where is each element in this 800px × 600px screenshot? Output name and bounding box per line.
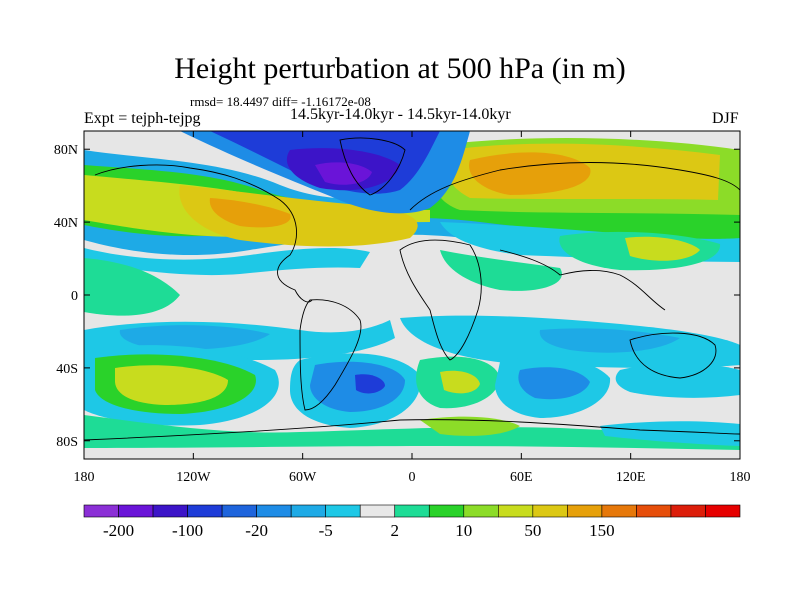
coastline-south-asia — [499, 249, 666, 311]
southern-ocean-yellow — [420, 416, 520, 436]
coastline-eurasia — [409, 162, 740, 211]
colorbar-label: -200 — [103, 521, 134, 540]
colorbar-swatch — [428, 504, 465, 518]
x-tick-label: 180 — [730, 470, 751, 485]
figure-title: Height perturbation at 500 hPa (in m) — [174, 52, 626, 85]
season-label: DJF — [712, 110, 739, 127]
longitude-axis: 180 120W 60W 0 60E 120E 180 — [74, 131, 751, 485]
tropical-blue-pacific — [119, 325, 270, 350]
coastline-antarctica — [84, 419, 740, 441]
australia-cyan — [615, 363, 740, 398]
x-tick-label: 120E — [616, 470, 646, 485]
colorbar-swatch — [498, 504, 534, 518]
coastlines — [84, 137, 740, 441]
x-tick-label: 0 — [409, 470, 416, 485]
anomaly-field — [84, 131, 740, 450]
south-atlantic-low-core — [355, 374, 385, 394]
period-label: 14.5kyr-14.0kyr - 14.5kyr-14.0kyr — [290, 106, 511, 123]
y-tick-label: 0 — [71, 289, 78, 304]
colorbar-label: 10 — [455, 521, 472, 540]
colorbar-swatch — [83, 504, 119, 518]
greenland-low-center — [315, 162, 372, 185]
southern-ocean-green — [84, 415, 740, 450]
atlantic-high-core — [209, 198, 291, 228]
indian-low-core — [518, 367, 590, 400]
colorbar: -200 -100 -20 -5 2 10 50 150 — [83, 504, 741, 540]
colorbar-swatch — [670, 504, 706, 518]
sub-tropical-cyan-north — [84, 248, 370, 276]
antarctic-cyan — [600, 421, 740, 446]
coastline-greenland — [339, 137, 406, 196]
colorbar-label: 150 — [589, 521, 615, 540]
colorbar-label: -5 — [319, 521, 333, 540]
y-tick-label: 80N — [54, 143, 78, 158]
coastline-north-america — [94, 164, 313, 303]
colorbar-swatch — [256, 504, 292, 518]
south-pacific-core — [115, 365, 228, 405]
colorbar-swatch — [394, 504, 430, 518]
coastline-africa — [399, 239, 482, 361]
latitude-axis: 80N 40N 0 40S 80S — [54, 143, 740, 450]
atlantic-high-outer — [179, 185, 418, 247]
africa-green — [440, 250, 562, 291]
pacific-green-west — [84, 258, 180, 316]
colorbar-swatch — [705, 504, 741, 518]
colorbar-swatch — [636, 504, 672, 518]
colorbar-swatch — [601, 504, 637, 518]
colorbar-swatch — [532, 504, 568, 518]
colorbar-swatch — [118, 504, 154, 518]
colorbar-label: 2 — [390, 521, 399, 540]
x-tick-label: 60E — [510, 470, 533, 485]
colorbar-swatch — [187, 504, 223, 518]
colorbar-swatch — [290, 504, 326, 518]
colorbar-swatch — [359, 504, 396, 518]
colorbar-label: -20 — [245, 521, 268, 540]
x-tick-label: 60W — [289, 470, 317, 485]
colorbar-swatch — [152, 504, 188, 518]
coastline-australia — [629, 332, 717, 379]
stats-line: rmsd= 18.4497 diff= -1.16172e-08 — [190, 94, 371, 109]
colorbar-swatch — [567, 504, 603, 518]
y-tick-label: 80S — [56, 435, 78, 450]
indian-cyan-core — [539, 328, 680, 353]
x-tick-label: 180 — [74, 470, 95, 485]
y-tick-label: 40S — [56, 362, 78, 377]
coastline-south-america — [299, 299, 362, 411]
colorbar-label: -100 — [172, 521, 203, 540]
colorbar-swatch — [325, 504, 361, 518]
experiment-label: Expt = tejph-tejpg — [84, 110, 201, 127]
colorbar-swatch — [221, 504, 257, 518]
north-pacific-high-core — [625, 236, 700, 261]
y-tick-label: 40N — [54, 216, 78, 231]
x-tick-label: 120W — [176, 470, 211, 485]
colorbar-label: 50 — [524, 521, 541, 540]
south-atlantic-high-core — [440, 370, 480, 394]
colorbar-swatch — [463, 504, 499, 518]
